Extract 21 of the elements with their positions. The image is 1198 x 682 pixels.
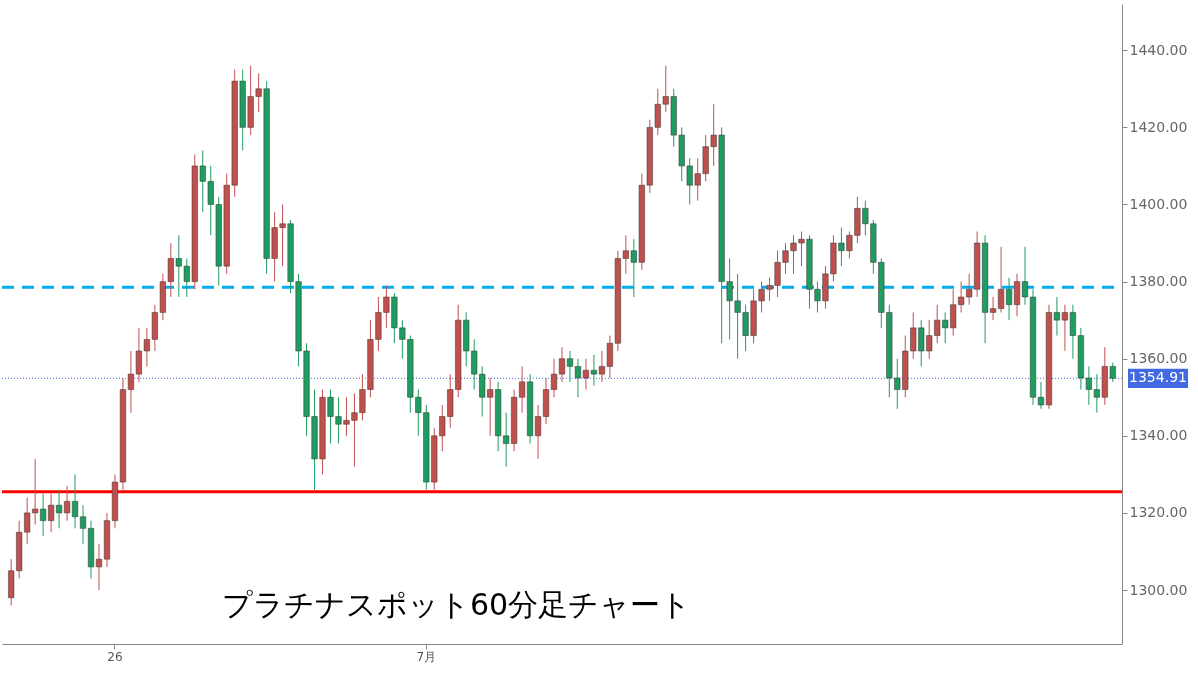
candlestick [550, 358, 558, 398]
x-tick-label: 26 [107, 649, 123, 664]
candlestick [566, 350, 574, 383]
y-tick-label: 1420.00 [1129, 118, 1188, 135]
candlestick [1013, 273, 1021, 317]
y-tick-label: 1340.00 [1129, 427, 1188, 444]
y-tick-label: 1440.00 [1129, 41, 1188, 58]
candlestick [79, 504, 87, 545]
candlestick [574, 358, 582, 398]
x-tick-label: 7月 [416, 649, 437, 664]
candlestick [1037, 381, 1045, 410]
candlestick [558, 346, 566, 383]
y-tick-label: 1400.00 [1129, 195, 1188, 212]
y-tick-label: 1360.00 [1129, 350, 1188, 367]
annotation: プラチナスポット60分足チャート [222, 587, 692, 622]
candlestick [1021, 246, 1029, 306]
candlestick [95, 543, 103, 591]
ref-line-label: 1354.91 [1129, 369, 1187, 386]
y-tick-label: 1320.00 [1129, 504, 1188, 521]
y-tick-label: 1380.00 [1129, 273, 1188, 290]
y-tick-label: 1300.00 [1129, 581, 1188, 598]
